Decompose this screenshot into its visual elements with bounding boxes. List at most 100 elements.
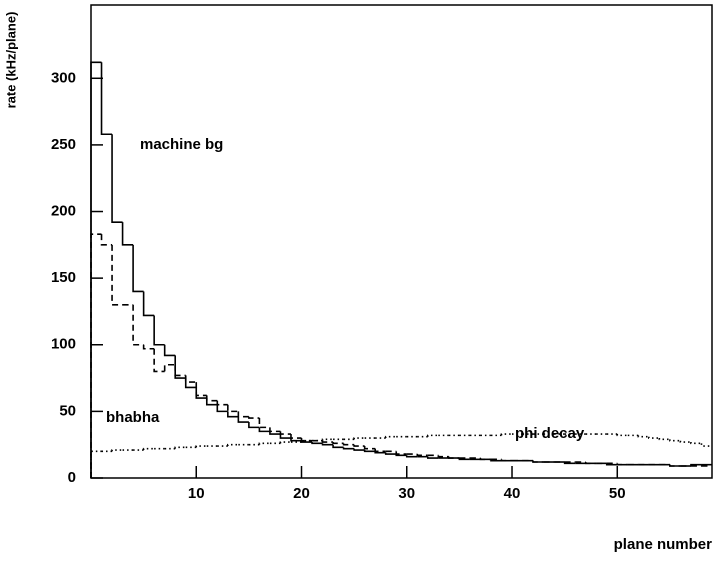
plot-frame bbox=[90, 4, 713, 479]
histogram-step bbox=[258, 418, 270, 429]
histogram-step bbox=[121, 222, 134, 246]
histogram-step bbox=[427, 456, 439, 459]
histogram-step bbox=[111, 449, 123, 452]
histogram-step bbox=[153, 315, 165, 346]
histogram-step bbox=[279, 431, 291, 435]
histogram-step bbox=[479, 458, 491, 461]
histogram-step bbox=[258, 427, 270, 433]
histogram-step bbox=[363, 450, 376, 453]
histogram-step bbox=[658, 438, 670, 441]
histogram-step bbox=[300, 439, 313, 443]
histogram-step bbox=[500, 459, 513, 462]
histogram-step bbox=[290, 434, 302, 439]
histogram-step bbox=[416, 454, 428, 457]
histogram-step bbox=[237, 416, 249, 423]
histogram-step bbox=[637, 435, 649, 438]
y-tick-label: 150 bbox=[51, 269, 76, 286]
histogram-step bbox=[132, 244, 144, 293]
y-axis-label: rate (kHz/plane) bbox=[3, 12, 18, 109]
histogram-step bbox=[153, 348, 165, 373]
histogram-step bbox=[437, 455, 449, 458]
histogram-step bbox=[616, 463, 628, 466]
y-tick-label: 200 bbox=[51, 202, 76, 219]
histogram-step bbox=[679, 440, 691, 443]
histogram-step bbox=[279, 434, 291, 439]
histogram-step bbox=[405, 455, 418, 458]
histogram-step bbox=[321, 438, 334, 441]
histogram-step bbox=[448, 456, 460, 459]
y-tick-label: 0 bbox=[68, 469, 76, 486]
histogram-step bbox=[353, 448, 365, 451]
histogram-step bbox=[227, 411, 239, 418]
histogram-step bbox=[321, 440, 334, 443]
x-tick-label: 10 bbox=[188, 485, 205, 502]
histogram-step bbox=[532, 460, 544, 463]
histogram-step bbox=[248, 416, 260, 419]
histogram-step bbox=[363, 446, 376, 450]
histogram-step bbox=[353, 444, 365, 447]
histogram-step bbox=[227, 404, 239, 413]
histogram-step bbox=[216, 404, 228, 413]
histogram-step bbox=[332, 442, 344, 445]
y-tick-label: 50 bbox=[59, 402, 76, 419]
histogram-step bbox=[195, 445, 207, 448]
histogram-step bbox=[174, 446, 186, 449]
y-tick-label: 100 bbox=[51, 336, 76, 353]
histogram-step bbox=[227, 443, 239, 447]
y-tick-label: 300 bbox=[51, 69, 76, 86]
histogram-step bbox=[669, 464, 681, 467]
x-tick-label: 50 bbox=[609, 485, 626, 502]
histogram-step bbox=[90, 450, 102, 478]
series-label: phi decay bbox=[515, 425, 585, 442]
histogram-step bbox=[616, 434, 628, 437]
histogram-step bbox=[500, 433, 513, 436]
histogram-step bbox=[163, 363, 176, 372]
histogram-step bbox=[184, 375, 197, 383]
histogram-step bbox=[332, 444, 344, 449]
histogram-step bbox=[216, 400, 228, 406]
histogram-step bbox=[100, 62, 113, 136]
histogram-step bbox=[279, 441, 291, 444]
histogram-step bbox=[290, 438, 302, 442]
histogram-step bbox=[174, 355, 186, 379]
histogram-step bbox=[395, 451, 407, 455]
histogram-step bbox=[648, 436, 660, 439]
series-label: bhabha bbox=[106, 409, 160, 426]
histogram-step bbox=[100, 234, 113, 246]
y-tick-label: 250 bbox=[51, 136, 76, 153]
histogram-step bbox=[111, 134, 123, 223]
histogram-step bbox=[669, 439, 681, 442]
histogram-step bbox=[90, 61, 102, 478]
histogram-step bbox=[142, 447, 155, 451]
histogram-step bbox=[237, 411, 249, 418]
histogram-step bbox=[374, 448, 386, 453]
histogram-step bbox=[195, 382, 207, 397]
histogram-step bbox=[248, 422, 260, 429]
histogram-step bbox=[269, 431, 281, 435]
x-tick-label: 20 bbox=[293, 485, 310, 502]
histogram-step bbox=[142, 344, 155, 350]
histogram-step bbox=[584, 462, 597, 465]
histogram-step bbox=[321, 443, 334, 446]
histogram-step bbox=[384, 452, 397, 455]
histogram-step bbox=[142, 291, 155, 317]
histogram-step bbox=[342, 443, 355, 446]
histogram-step bbox=[174, 364, 186, 377]
histogram-step bbox=[384, 435, 397, 439]
histogram-step bbox=[311, 442, 323, 445]
x-tick-label: 30 bbox=[398, 485, 415, 502]
x-axis-label: plane number bbox=[614, 536, 713, 553]
histogram-step bbox=[258, 442, 270, 445]
histogram-step bbox=[163, 344, 176, 357]
histogram-step bbox=[700, 443, 712, 447]
histogram-step bbox=[269, 427, 281, 433]
histogram-step bbox=[342, 447, 355, 450]
series-label: machine bg bbox=[140, 136, 223, 153]
histogram-step bbox=[195, 387, 207, 399]
x-tick-label: 40 bbox=[504, 485, 521, 502]
histogram-step bbox=[111, 244, 123, 306]
histogram-step bbox=[132, 304, 144, 346]
histogram-step bbox=[90, 233, 102, 478]
